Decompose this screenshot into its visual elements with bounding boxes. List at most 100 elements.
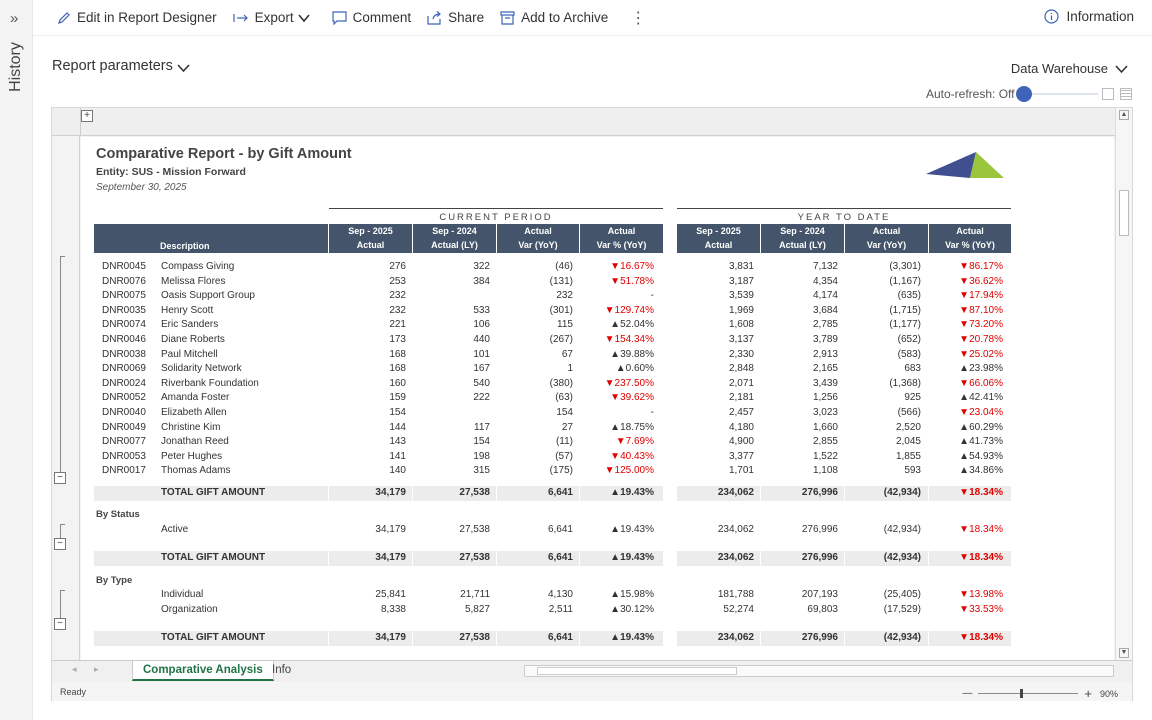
status-ready: Ready: [60, 687, 87, 697]
more-options-icon[interactable]: ⋮: [630, 9, 647, 27]
cell-yly: 207,193: [801, 589, 838, 600]
tab-prev-icon[interactable]: ◂: [72, 664, 77, 674]
collapse-group-button[interactable]: −: [54, 618, 66, 630]
collapse-group-button[interactable]: −: [54, 472, 66, 484]
table-row: DNR0045 Compass Giving 276 322 (46) ▼16.67% 3,…: [94, 260, 1012, 275]
zoom-slider-knob[interactable]: [1020, 689, 1024, 698]
horizontal-scrollbar[interactable]: [524, 665, 1114, 677]
cell-pct: ▲52.04%: [610, 319, 654, 331]
data-source-select[interactable]: Data Warehouse: [1011, 61, 1128, 76]
cell-ycur: 3,831: [728, 261, 754, 272]
report-date: September 30, 2025: [96, 182, 187, 193]
vertical-scrollbar[interactable]: ▲ ▼: [1115, 108, 1132, 660]
cell-pct: ▲18.75%: [610, 421, 654, 433]
cell-yly: 276,996: [801, 524, 838, 535]
company-logo: [926, 152, 1004, 178]
cell-ypct: ▲54.93%: [959, 450, 1003, 462]
cell-name: TOTAL GIFT AMOUNT: [161, 552, 266, 563]
cell-ly: 384: [473, 275, 490, 287]
total-band: [677, 486, 760, 501]
scroll-thumb[interactable]: [1119, 190, 1129, 236]
expand-history-icon[interactable]: »: [10, 10, 19, 27]
add-to-archive-button[interactable]: Add to Archive: [500, 10, 608, 25]
scroll-down-icon[interactable]: ▼: [1119, 648, 1129, 658]
cell-ypct: ▼87.10%: [959, 304, 1003, 316]
information-button[interactable]: Information: [1044, 9, 1134, 24]
tab-next-icon[interactable]: ▸: [94, 664, 99, 674]
history-label[interactable]: History: [7, 42, 24, 92]
slider-knob[interactable]: [1016, 86, 1032, 102]
hscroll-thumb[interactable]: [537, 667, 737, 675]
chevron-down-icon: [297, 13, 310, 22]
cell-ypct: ▲41.73%: [959, 436, 1003, 448]
scroll-up-icon[interactable]: ▲: [1119, 110, 1129, 120]
cell-var: 67: [561, 348, 573, 360]
collapse-group-button[interactable]: −: [54, 538, 66, 550]
share-button[interactable]: Share: [427, 10, 484, 25]
cell-id: DNR0038: [102, 348, 146, 360]
auto-refresh-slider[interactable]: [1016, 86, 1098, 102]
expand-icon[interactable]: [1102, 88, 1114, 100]
total-band: [94, 631, 328, 646]
cell-cur: 144: [389, 421, 406, 433]
cell-ypct: ▼73.20%: [959, 319, 1003, 331]
cell-ypct: ▼17.94%: [959, 290, 1003, 302]
zoom-slider[interactable]: [978, 689, 1079, 698]
cell-cur: 253: [389, 275, 406, 287]
outline-line: [60, 256, 65, 476]
cell-yvar: (1,167): [889, 275, 921, 287]
cell-ly: 154: [473, 436, 490, 448]
cell-ypct: ▲42.41%: [959, 392, 1003, 404]
cell-ycur: 181,788: [717, 589, 754, 600]
outline-line: [60, 590, 65, 620]
total-band: [329, 486, 412, 501]
cell-name: Active: [161, 524, 189, 535]
expand-group-button[interactable]: +: [81, 110, 93, 122]
cell-ycur: 234,062: [717, 524, 754, 535]
zoom-out-button[interactable]: —: [962, 688, 973, 699]
tab-info[interactable]: Info: [272, 664, 292, 676]
cell-yvar: (583): [897, 348, 921, 360]
report-parameters-toggle[interactable]: Report parameters: [52, 58, 190, 74]
cell-yly: 1,108: [812, 465, 838, 477]
archive-icon: [500, 10, 515, 25]
export-button[interactable]: Export: [232, 10, 316, 25]
table-row: DNR0017 Thomas Adams 140 315 (175) ▼125.00% 1,…: [94, 464, 1012, 479]
cell-yly: 2,913: [812, 348, 838, 360]
cell-yly: 7,132: [812, 261, 838, 272]
edit-in-report-designer-button[interactable]: Edit in Report Designer: [57, 10, 217, 25]
cell-name: Melissa Flores: [161, 275, 226, 287]
cell-id: DNR0035: [102, 304, 146, 316]
cell-var: (131): [549, 275, 573, 287]
cell-ycur: 234,062: [717, 552, 754, 563]
total-band: [845, 486, 928, 501]
cell-cur: 160: [389, 377, 406, 389]
cell-ycur: 1,608: [728, 319, 754, 331]
grid-icon[interactable]: [1120, 88, 1132, 100]
by-status-label: By Status: [96, 509, 140, 520]
cell-cur: 34,179: [375, 487, 406, 498]
total-band: [677, 631, 760, 646]
table-row: Individual 25,841 21,711 4,130 ▲15.98% 181,78…: [94, 588, 1012, 603]
cell-ly: 533: [473, 304, 490, 316]
history-panel: » History: [0, 0, 33, 720]
cell-cur: 154: [389, 407, 406, 418]
header-ytd-varpct: Actual Var % (YoY): [929, 224, 1011, 253]
comment-button[interactable]: Comment: [332, 10, 411, 25]
cell-ypct: ▼36.62%: [959, 275, 1003, 287]
report-sheet: Comparative Report - by Gift Amount Enti…: [81, 137, 1114, 660]
cell-id: DNR0046: [102, 334, 146, 345]
cell-yvar: (25,405): [883, 589, 921, 600]
total-band: [580, 631, 663, 646]
cell-var: (11): [555, 436, 573, 448]
table-row: Organization 8,338 5,827 2,511 ▲30.12% 52,274…: [94, 603, 1012, 618]
zoom-in-button[interactable]: +: [1084, 686, 1092, 701]
total-band: [761, 551, 844, 566]
cell-name: Jonathan Reed: [161, 436, 229, 448]
cell-pct: ▲19.43%: [610, 524, 654, 535]
spreadsheet-viewer: + − − − Comparative Report - by Gift Amo…: [51, 107, 1133, 701]
cell-pct: ▲30.12%: [610, 604, 654, 615]
cell-cur: 168: [389, 363, 406, 375]
tab-comparative-analysis[interactable]: Comparative Analysis: [132, 661, 274, 681]
cell-ycur: 234,062: [717, 487, 754, 498]
